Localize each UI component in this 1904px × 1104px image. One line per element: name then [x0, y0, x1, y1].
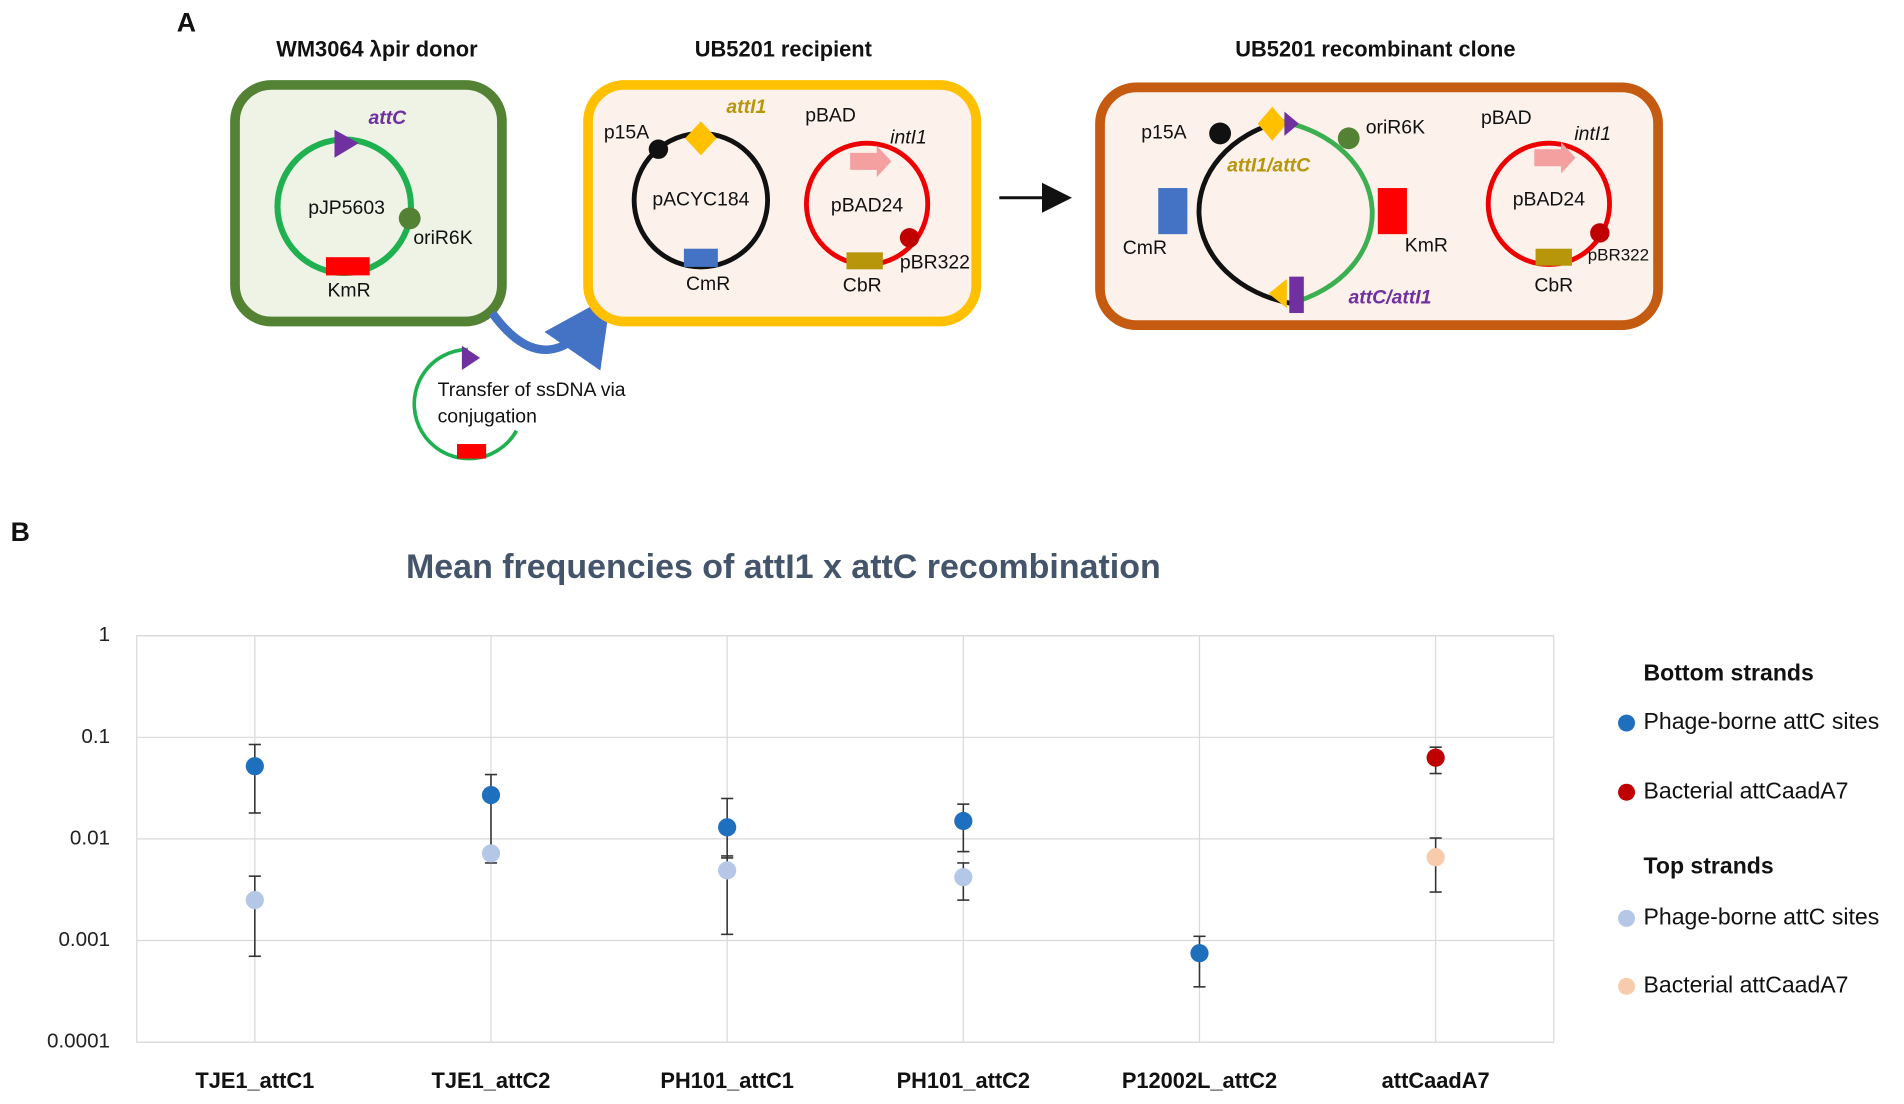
data-point: [1426, 848, 1445, 867]
marker-icon: [683, 248, 718, 267]
marker-icon: [325, 257, 370, 276]
y-tick-label: 0.1: [81, 725, 110, 748]
origin-icon: [899, 228, 920, 248]
label: KmR: [1405, 234, 1448, 256]
error-bar: [248, 743, 261, 814]
label: KmR: [327, 279, 370, 301]
site-icon: [1284, 111, 1299, 136]
label: pBR322: [900, 251, 970, 273]
label: p15A: [1141, 122, 1186, 144]
site-icon: [461, 345, 481, 371]
recipient-box: [583, 80, 982, 327]
label: CmR: [1123, 237, 1167, 259]
label: attI1/attC: [1227, 154, 1311, 176]
origin-icon: [1590, 223, 1610, 243]
site-icon: [1268, 279, 1287, 309]
marker-icon: [1158, 188, 1188, 235]
origin-icon: [648, 139, 669, 159]
label: attC: [368, 107, 407, 129]
site-icon: [685, 121, 717, 156]
legend-label: Bacterial attCaadA7: [1644, 777, 1849, 803]
plasmid: [1280, 118, 1375, 306]
box-title: UB5201 recipient: [695, 37, 872, 62]
label: CbR: [843, 274, 882, 296]
transfer-arrow: [488, 295, 612, 371]
label: CbR: [1534, 274, 1573, 296]
origin-icon: [398, 207, 421, 230]
label: intI1: [890, 126, 927, 148]
marker-icon: [846, 252, 883, 270]
x-tick-label: TJE1_attC1: [195, 1068, 314, 1093]
label: oriR6K: [413, 227, 472, 249]
label: p15A: [604, 122, 649, 144]
legend-label: Phage-borne attC sites: [1644, 903, 1880, 929]
legend-swatch: [1618, 783, 1636, 801]
label: pBAD: [805, 105, 856, 127]
legend-swatch: [1618, 977, 1636, 995]
data-point: [954, 811, 973, 831]
data-point: [481, 785, 501, 805]
box-title: UB5201 recombinant clone: [1235, 37, 1515, 62]
box-title: WM3064 λpir donor: [276, 37, 478, 62]
origin-icon: [1209, 122, 1232, 145]
gene-icon: [850, 145, 892, 178]
legend-label: Phage-borne attC sites: [1644, 708, 1880, 734]
data-point: [1190, 944, 1209, 963]
label: pJP5603: [308, 197, 385, 219]
site-icon: [1257, 106, 1287, 141]
label: conjugation: [438, 405, 537, 427]
site-icon: [1289, 276, 1304, 314]
label: CmR: [686, 273, 730, 295]
origin-icon: [1337, 127, 1360, 150]
gene-icon: [1534, 141, 1576, 174]
marker-icon: [457, 444, 487, 459]
label: pBAD: [1481, 107, 1532, 129]
error-bar: [248, 875, 261, 958]
data-point: [954, 868, 973, 887]
legend-swatch: [1618, 714, 1636, 732]
label: pBAD24: [1513, 188, 1585, 210]
y-tick-label: 0.0001: [47, 1030, 110, 1053]
chart-title: Mean frequencies of attI1 x attC recombi…: [406, 548, 1161, 586]
legend-group: Bottom strands: [1644, 660, 1814, 686]
ssdna: [412, 347, 519, 461]
legend-swatch: [1618, 909, 1636, 927]
y-tick-label: 0.001: [58, 928, 110, 951]
label: Transfer of ssDNA via: [438, 379, 626, 401]
legend-label: Bacterial attCaadA7: [1644, 971, 1849, 997]
y-tick-label: 0.01: [70, 826, 110, 849]
marker-icon: [1535, 248, 1572, 266]
legend-group: Top strands: [1644, 853, 1774, 879]
data-point: [245, 890, 264, 910]
data-point: [1426, 748, 1445, 767]
x-tick-label: PH101_attC2: [897, 1068, 1030, 1093]
site-icon: [334, 129, 359, 158]
donor-box: [230, 80, 507, 327]
label: attC/attI1: [1348, 287, 1431, 309]
data-point: [245, 757, 264, 776]
y-tick-label: 1: [99, 623, 110, 646]
label: pBR322: [1588, 245, 1649, 264]
label: pACYC184: [652, 188, 749, 210]
x-tick-label: attCaadA7: [1382, 1068, 1490, 1093]
x-tick-label: TJE1_attC2: [432, 1068, 551, 1093]
label: intI1: [1574, 123, 1611, 145]
label: pBAD24: [831, 194, 903, 216]
data-point: [718, 861, 737, 880]
data-point: [481, 844, 501, 863]
label: attI1: [726, 96, 766, 118]
x-tick-label: P12002L_attC2: [1122, 1068, 1277, 1093]
panel-label: A: [177, 7, 196, 37]
x-tick-label: PH101_attC1: [660, 1068, 793, 1093]
data-point: [718, 818, 737, 837]
marker-icon: [1377, 188, 1407, 235]
label: oriR6K: [1366, 117, 1425, 139]
plasmid: [1196, 118, 1291, 306]
panel-label: B: [11, 517, 30, 547]
